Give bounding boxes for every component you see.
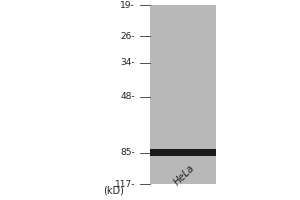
Bar <box>150 149 216 156</box>
Text: 34-: 34- <box>120 58 135 67</box>
Text: 26-: 26- <box>120 32 135 41</box>
Bar <box>150 5 216 184</box>
Text: 85-: 85- <box>120 148 135 157</box>
Text: 117-: 117- <box>115 180 135 189</box>
Text: 48-: 48- <box>120 92 135 101</box>
Text: 19-: 19- <box>120 1 135 10</box>
Text: (kD): (kD) <box>103 185 124 195</box>
Text: HeLa: HeLa <box>172 163 197 187</box>
